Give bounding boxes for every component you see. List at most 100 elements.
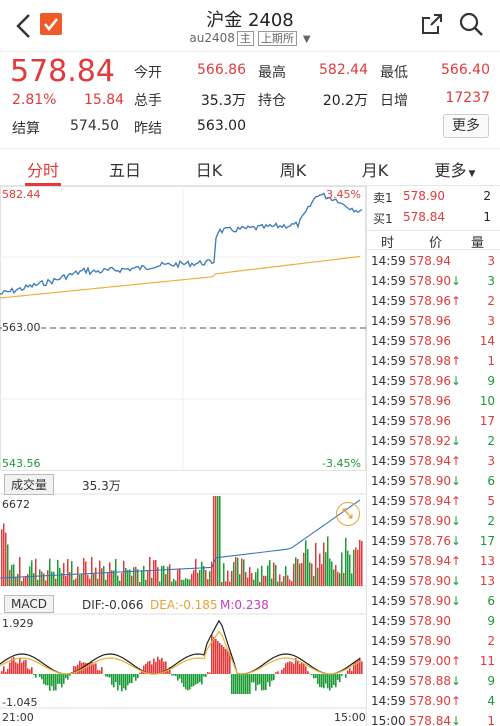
macd-bar bbox=[329, 674, 331, 691]
expand-icon[interactable] bbox=[336, 502, 360, 526]
macd-bar bbox=[123, 674, 125, 689]
tick-row: 14:59 578.92↓ 2 bbox=[367, 434, 500, 454]
volume-bar bbox=[209, 571, 211, 586]
macd-bar bbox=[299, 663, 301, 674]
tab-intraday[interactable]: 分时 bbox=[26, 161, 59, 180]
volume-bar bbox=[35, 558, 37, 586]
tab-more[interactable]: 更多 ▼ bbox=[420, 157, 490, 181]
macd-bar bbox=[291, 662, 293, 674]
tick-qty: 13 bbox=[479, 554, 495, 568]
volume-bar bbox=[31, 560, 33, 586]
macd-bar bbox=[171, 674, 173, 676]
volume-bar bbox=[109, 562, 111, 586]
macd-bar bbox=[319, 674, 321, 688]
tick-arrow: ↓ bbox=[451, 674, 462, 688]
volume-bar bbox=[355, 547, 357, 586]
volume-bar bbox=[167, 566, 169, 586]
tick-row: 14:59 578.96↑ 2 bbox=[367, 294, 500, 314]
macd-top-label: 1.929 bbox=[2, 617, 34, 630]
tick-qty: 3 bbox=[487, 314, 495, 328]
search-icon[interactable] bbox=[458, 11, 484, 37]
volume-bar bbox=[79, 574, 81, 586]
contract-code: au2408 bbox=[189, 31, 235, 45]
macd-bar bbox=[29, 669, 31, 674]
favorite-check-icon[interactable] bbox=[40, 13, 62, 35]
volume-bar bbox=[89, 578, 91, 586]
contract-subtitle[interactable]: au2408 主上期所 ▼ bbox=[0, 30, 500, 46]
volume-bar bbox=[15, 576, 17, 586]
macd-indicator-chip[interactable]: MACD bbox=[4, 595, 54, 613]
more-button[interactable]: 更多 bbox=[443, 114, 489, 138]
macd-bar bbox=[173, 674, 175, 676]
volume-bar bbox=[309, 562, 311, 586]
macd-bar bbox=[9, 662, 11, 674]
tick-arrow: ↓ bbox=[451, 594, 462, 608]
volume-bar bbox=[125, 567, 127, 586]
volume-bar bbox=[199, 569, 201, 586]
macd-bar bbox=[163, 661, 165, 674]
macd-bar bbox=[221, 645, 223, 674]
tick-row: 15:00 578.84↓ 1 bbox=[367, 714, 500, 726]
macd-bar bbox=[113, 674, 115, 688]
macd-bar bbox=[203, 674, 205, 677]
back-arrow-icon[interactable] bbox=[12, 12, 36, 40]
volume-bar bbox=[273, 562, 275, 586]
volume-bar bbox=[37, 579, 39, 586]
macd-bar bbox=[137, 674, 139, 679]
volume-bar bbox=[101, 568, 103, 586]
macd-bar bbox=[79, 660, 81, 674]
price-top-label: 582.44 bbox=[2, 188, 41, 201]
volume-bar bbox=[171, 581, 173, 586]
volume-bar bbox=[93, 573, 95, 586]
volume-bar bbox=[289, 579, 291, 586]
macd-bar bbox=[109, 674, 111, 678]
macd-bar bbox=[341, 674, 343, 676]
macd-bar bbox=[195, 674, 197, 685]
average-price-line bbox=[0, 255, 361, 299]
volume-bar bbox=[211, 561, 213, 586]
volume-bar bbox=[349, 554, 351, 586]
macd-bar bbox=[237, 674, 239, 694]
tab-monthly-k[interactable]: 月K bbox=[361, 161, 389, 180]
volume-indicator-chip[interactable]: 成交量 bbox=[4, 474, 55, 495]
macd-bar bbox=[317, 674, 319, 685]
tick-row: 14:59 578.90 9 bbox=[367, 614, 500, 634]
volume-bar bbox=[245, 572, 247, 586]
volume-bar bbox=[61, 573, 63, 586]
volume-bar bbox=[305, 540, 307, 586]
volume-bar bbox=[179, 568, 181, 586]
tick-qty: 9 bbox=[487, 374, 495, 388]
macd-bar bbox=[201, 674, 203, 685]
macd-bar bbox=[321, 674, 323, 688]
volume-bar bbox=[129, 569, 131, 586]
macd-bar bbox=[327, 674, 329, 689]
volume-bar bbox=[237, 557, 239, 586]
macd-bar bbox=[331, 674, 333, 688]
volume-bar bbox=[189, 579, 191, 586]
volume-bar bbox=[283, 576, 285, 586]
macd-bar bbox=[273, 674, 275, 680]
tab-weekly-k[interactable]: 周K bbox=[279, 161, 307, 180]
tab-daily-k[interactable]: 日K bbox=[195, 161, 223, 180]
tick-price: 578.90↓ bbox=[409, 594, 462, 608]
volume-bar bbox=[27, 574, 29, 586]
macd-bar bbox=[247, 674, 249, 694]
last-price: 578.84 bbox=[10, 54, 115, 89]
macd-bar bbox=[355, 661, 357, 674]
volume-bar bbox=[159, 581, 161, 586]
macd-bar bbox=[323, 674, 325, 689]
volume-bar bbox=[331, 561, 333, 586]
macd-bar bbox=[357, 660, 359, 674]
volume-bar bbox=[281, 581, 283, 586]
volume-bar bbox=[97, 578, 99, 586]
macd-bar bbox=[305, 666, 307, 674]
macd-bar bbox=[85, 663, 87, 674]
ticks-header: 时 价 量 bbox=[367, 230, 500, 251]
share-icon[interactable] bbox=[420, 12, 444, 36]
tab-five-day[interactable]: 五日 bbox=[108, 161, 141, 180]
chart-area[interactable]: 582.44 3.45% 563.00 543.56 -3.45% 成交量 35… bbox=[0, 186, 366, 726]
volume-bar bbox=[67, 558, 69, 586]
volume-bar bbox=[215, 496, 217, 586]
tick-row: 14:59 578.98↑ 1 bbox=[367, 354, 500, 374]
tick-time: 14:59 bbox=[371, 634, 406, 648]
